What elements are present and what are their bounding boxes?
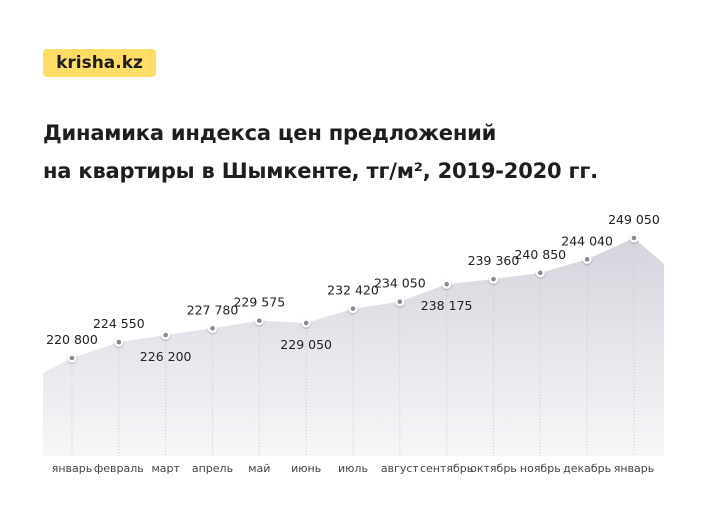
data-point bbox=[163, 332, 168, 338]
data-point bbox=[350, 306, 356, 311]
data-point bbox=[631, 235, 637, 241]
data-label: 240 850 bbox=[514, 247, 566, 262]
x-tick-label: апрель bbox=[192, 462, 233, 475]
title-line-2: на квартиры в Шымкенте, тг/м², 2019-2020… bbox=[43, 159, 598, 183]
krisha-logo: krisha.kz bbox=[43, 49, 156, 77]
data-label: 239 360 bbox=[468, 253, 520, 268]
data-point bbox=[397, 299, 403, 305]
x-tick-label: январь bbox=[614, 462, 655, 475]
area-fill bbox=[43, 238, 664, 456]
data-point bbox=[116, 339, 122, 345]
data-label: 238 175 bbox=[421, 298, 473, 313]
data-label: 227 780 bbox=[187, 302, 239, 317]
data-point bbox=[69, 355, 75, 361]
x-tick-label: ноябрь bbox=[520, 462, 561, 475]
data-label: 232 420 bbox=[327, 283, 379, 298]
chart-title: Динамика индекса цен предложений на квар… bbox=[43, 114, 598, 190]
data-point bbox=[444, 281, 449, 287]
x-tick-label: июнь bbox=[291, 462, 321, 475]
data-label: 229 050 bbox=[280, 337, 332, 352]
data-label: 220 800 bbox=[46, 332, 98, 347]
data-point bbox=[491, 276, 496, 282]
data-label: 224 550 bbox=[93, 316, 145, 331]
data-point bbox=[303, 320, 309, 326]
x-tick-label: октябрь bbox=[470, 462, 517, 475]
data-label: 249 050 bbox=[608, 212, 660, 227]
x-tick-label: декабрь bbox=[563, 462, 611, 475]
data-point bbox=[257, 318, 262, 324]
x-tick-label: март bbox=[151, 462, 180, 475]
data-label: 234 050 bbox=[374, 276, 426, 291]
x-tick-label: август bbox=[381, 462, 420, 475]
x-tick-label: сентябрь bbox=[420, 462, 473, 475]
data-point bbox=[210, 326, 215, 331]
data-label: 244 040 bbox=[561, 233, 613, 248]
data-label: 229 575 bbox=[233, 295, 285, 310]
data-label: 226 200 bbox=[140, 349, 192, 364]
x-tick-label: июль bbox=[338, 462, 368, 475]
x-tick-label: февраль bbox=[94, 462, 144, 475]
x-tick-label: май bbox=[248, 462, 270, 475]
data-point bbox=[584, 256, 590, 262]
x-tick-label: январь bbox=[52, 462, 93, 475]
data-point bbox=[538, 270, 543, 276]
title-line-1: Динамика индекса цен предложений bbox=[43, 121, 497, 145]
